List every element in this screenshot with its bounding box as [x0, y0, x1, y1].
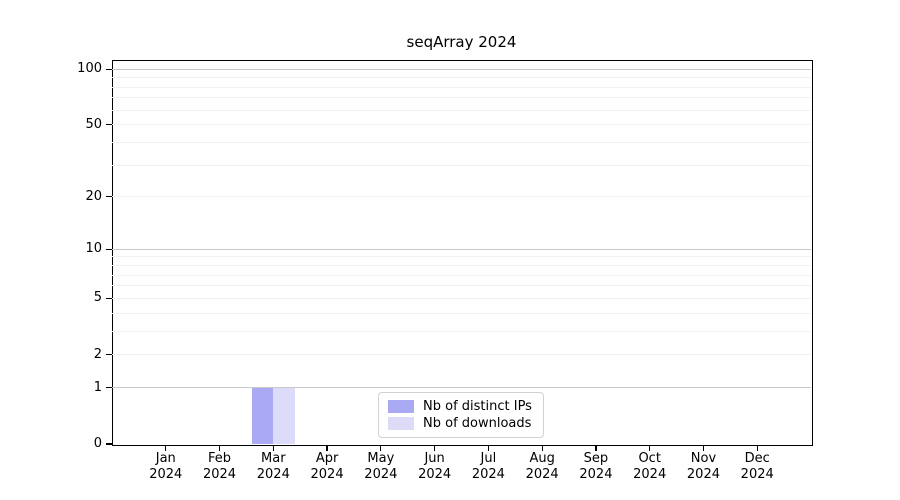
x-tick-year: 2024: [418, 467, 452, 482]
legend-label: Nb of downloads: [423, 416, 532, 431]
x-tick-year: 2024: [471, 467, 505, 482]
chart-title: seqArray 2024: [406, 33, 517, 51]
x-tick-year: 2024: [310, 467, 344, 482]
x-tick-label: Sep 2024: [554, 451, 638, 483]
legend-label: Nb of distinct IPs: [423, 399, 532, 414]
legend-entry: Nb of distinct IPs: [388, 399, 535, 414]
x-tick-label: Aug 2024: [500, 451, 584, 483]
x-tick-mark: [165, 445, 167, 451]
x-tick-year: 2024: [364, 467, 398, 482]
y-tick-mark: [105, 354, 112, 356]
x-tick-month: Mar: [261, 451, 286, 466]
x-tick-month: Jul: [480, 451, 497, 466]
x-tick-label: Dec 2024: [715, 451, 799, 483]
x-tick-label: Apr 2024: [285, 451, 369, 483]
x-tick-mark: [272, 445, 274, 451]
x-tick-label: Jul 2024: [446, 451, 530, 483]
x-tick-label: Jun 2024: [393, 451, 477, 483]
x-tick-year: 2024: [149, 467, 183, 482]
y-tick-mark: [105, 248, 112, 250]
x-tick-year: 2024: [686, 467, 720, 482]
y-tick-label: 5: [93, 290, 102, 306]
y-tick-mark: [105, 297, 112, 300]
y-tick-label: 2: [93, 346, 102, 362]
x-tick-month: Jun: [424, 451, 445, 466]
x-tick-label: Oct 2024: [608, 451, 692, 483]
x-tick-month: Dec: [744, 451, 770, 466]
y-tick-label: 10: [85, 241, 102, 257]
plot-area: [112, 60, 813, 446]
x-tick-year: 2024: [633, 467, 667, 482]
x-tick-label: May 2024: [339, 451, 423, 483]
y-tick-label: 20: [85, 188, 102, 204]
y-tick-mark: [105, 68, 112, 70]
bar-distinct-ips: [251, 387, 274, 444]
x-tick-mark: [487, 445, 489, 451]
x-tick-mark: [326, 445, 328, 451]
x-tick-mark: [702, 445, 705, 451]
y-tick-label: 100: [77, 61, 102, 77]
y-tick-label: 0: [93, 436, 102, 451]
x-tick-label: Mar 2024: [231, 451, 315, 483]
x-tick-mark: [380, 445, 382, 451]
bar-downloads: [273, 387, 295, 444]
legend-entry: Nb of downloads: [388, 416, 535, 431]
x-tick-month: Sep: [583, 451, 609, 466]
x-tick-mark: [434, 445, 436, 451]
x-tick-year: 2024: [579, 467, 613, 482]
y-tick-mark: [105, 124, 112, 126]
x-tick-mark: [218, 445, 221, 451]
x-tick-year: 2024: [525, 467, 559, 482]
y-tick-mark: [105, 196, 112, 198]
x-tick-month: Aug: [529, 451, 555, 466]
x-tick-mark: [541, 445, 543, 451]
x-tick-month: Jan: [155, 451, 176, 466]
x-tick-month: Apr: [315, 451, 339, 466]
y-tick-label: 1: [93, 379, 102, 395]
x-tick-month: Feb: [208, 451, 232, 466]
legend-swatch-icon: [388, 400, 414, 413]
x-tick-month: Nov: [690, 451, 717, 466]
y-tick-mark: [105, 443, 112, 445]
legend: Nb of distinct IPs Nb of downloads: [378, 392, 544, 438]
y-tick-mark: [105, 387, 112, 389]
x-tick-mark: [756, 445, 758, 451]
x-tick-label: Jan 2024: [124, 451, 208, 483]
legend-swatch-icon: [388, 417, 414, 430]
x-tick-label: Feb 2024: [178, 451, 262, 483]
x-tick-mark: [595, 445, 597, 451]
x-tick-year: 2024: [202, 467, 237, 482]
x-tick-month: Oct: [638, 451, 661, 466]
y-tick-label: 50: [85, 116, 102, 132]
x-tick-year: 2024: [256, 467, 290, 482]
x-tick-month: May: [367, 451, 395, 466]
x-tick-year: 2024: [740, 467, 774, 482]
x-tick-mark: [649, 445, 651, 451]
x-tick-label: Nov 2024: [661, 451, 745, 483]
